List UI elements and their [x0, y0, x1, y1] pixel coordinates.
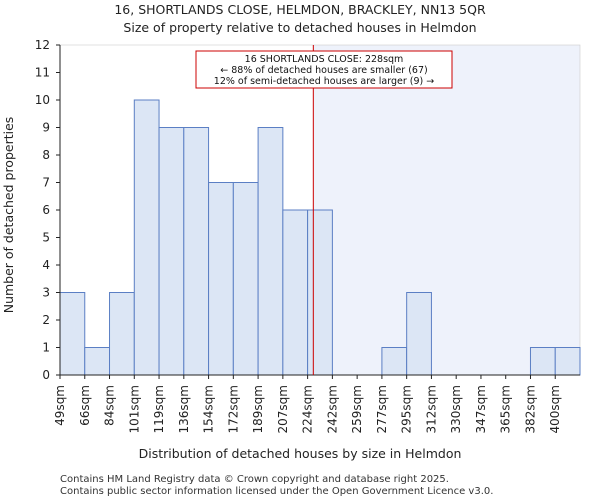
y-tick-label-4: 4 — [42, 258, 50, 272]
y-axis-label: Number of detached properties — [1, 117, 16, 314]
y-tick-label-10: 10 — [35, 93, 50, 107]
chart-title: 16, SHORTLANDS CLOSE, HELMDON, BRACKLEY,… — [114, 2, 486, 17]
bar-49sqm — [59, 292, 86, 376]
x-tick-label-277sqm: 277sqm — [375, 385, 389, 433]
bar-172sqm — [232, 182, 259, 376]
bar-84sqm — [109, 292, 135, 376]
bar-66sqm — [84, 347, 111, 376]
x-tick-label-242sqm: 242sqm — [325, 385, 339, 433]
chart-subtitle: Size of property relative to detached ho… — [123, 20, 476, 35]
annotation-line-2: ← 88% of detached houses are smaller (67… — [220, 65, 427, 76]
y-tick-label-7: 7 — [42, 176, 50, 190]
y-tick-label-3: 3 — [42, 286, 50, 300]
x-tick-label-49sqm: 49sqm — [53, 385, 67, 426]
bar-224sqm — [307, 209, 333, 376]
annotation-line-3: 12% of semi-detached houses are larger (… — [214, 76, 434, 87]
annotation-line-1: 16 SHORTLANDS CLOSE: 228sqm — [245, 54, 404, 65]
x-tick-label-365sqm: 365sqm — [499, 385, 513, 433]
x-tick-label-189sqm: 189sqm — [251, 385, 265, 433]
x-tick-label-136sqm: 136sqm — [177, 385, 191, 433]
bar-119sqm — [158, 127, 185, 376]
y-tick-label-2: 2 — [42, 313, 50, 327]
x-tick-label-382sqm: 382sqm — [523, 385, 537, 433]
x-tick-label-295sqm: 295sqm — [400, 385, 414, 433]
bar-295sqm — [406, 292, 432, 376]
bar-207sqm — [282, 209, 309, 376]
x-tick-label-347sqm: 347sqm — [474, 385, 488, 433]
bar-136sqm — [183, 127, 210, 376]
bar-382sqm — [529, 347, 556, 376]
y-tick-label-1: 1 — [42, 341, 50, 355]
x-tick-label-119sqm: 119sqm — [152, 385, 166, 433]
x-tick-label-101sqm: 101sqm — [127, 385, 141, 433]
footer-line-2: Contains public sector information licen… — [60, 486, 493, 497]
bar-277sqm — [381, 347, 408, 376]
x-tick-label-224sqm: 224sqm — [301, 385, 315, 433]
x-tick-label-400sqm: 400sqm — [548, 385, 562, 433]
x-tick-label-330sqm: 330sqm — [449, 385, 463, 433]
bar-189sqm — [257, 127, 284, 376]
x-axis-label: Distribution of detached houses by size … — [139, 446, 462, 461]
y-tick-label-6: 6 — [42, 203, 50, 217]
footer-line-1: Contains HM Land Registry data © Crown c… — [60, 474, 449, 485]
bar-154sqm — [208, 182, 234, 376]
highlight-region — [313, 45, 580, 375]
y-tick-label-11: 11 — [35, 66, 50, 80]
x-tick-label-207sqm: 207sqm — [276, 385, 290, 433]
annotation-box — [195, 50, 453, 89]
bar-400sqm — [554, 347, 581, 376]
x-tick-label-84sqm: 84sqm — [103, 385, 117, 426]
y-tick-label-0: 0 — [42, 368, 50, 382]
x-tick-label-154sqm: 154sqm — [202, 385, 216, 433]
y-tick-label-12: 12 — [35, 38, 50, 52]
y-tick-label-9: 9 — [42, 121, 50, 135]
x-tick-label-312sqm: 312sqm — [424, 385, 438, 433]
x-tick-label-259sqm: 259sqm — [350, 385, 364, 433]
x-tick-label-66sqm: 66sqm — [78, 385, 92, 426]
x-tick-label-172sqm: 172sqm — [226, 385, 240, 433]
y-tick-label-8: 8 — [42, 148, 50, 162]
bar-101sqm — [133, 99, 160, 376]
y-tick-label-5: 5 — [42, 231, 50, 245]
